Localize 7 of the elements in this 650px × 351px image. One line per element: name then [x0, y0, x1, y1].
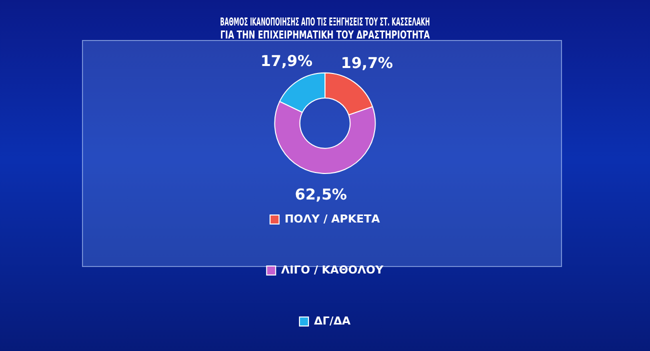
data-label: 19,7% — [340, 54, 393, 72]
legend-label: ΠΟΛΥ / ΑΡΚΕΤΑ — [284, 212, 380, 226]
legend-label: ΔΓ/ΔΑ — [314, 314, 352, 328]
data-label: 17,9% — [260, 52, 313, 70]
data-label: 62,5% — [294, 185, 347, 204]
legend-label: ΛΙΓΟ / ΚΑΘΟΛΟΥ — [281, 263, 384, 276]
chart-title: ΒΑΘΜΟΣ ΙΚΑΝΟΠΟΙΗΣΗΣ ΑΠΟ ΤΙΣ ΕΞΗΓΗΣΕΙΣ ΤΟΥ ΣΤ. ΚΑΣΣΕΛΑΚΗ ΓΙΑ ΤΗΝ ΕΠΙΧΕΙΡΗΜΑΤΙΚΗ ΤΟΥ ΔΡΑΣΤΗΡΙΟΤΗΤΑ — [220, 16, 430, 42]
